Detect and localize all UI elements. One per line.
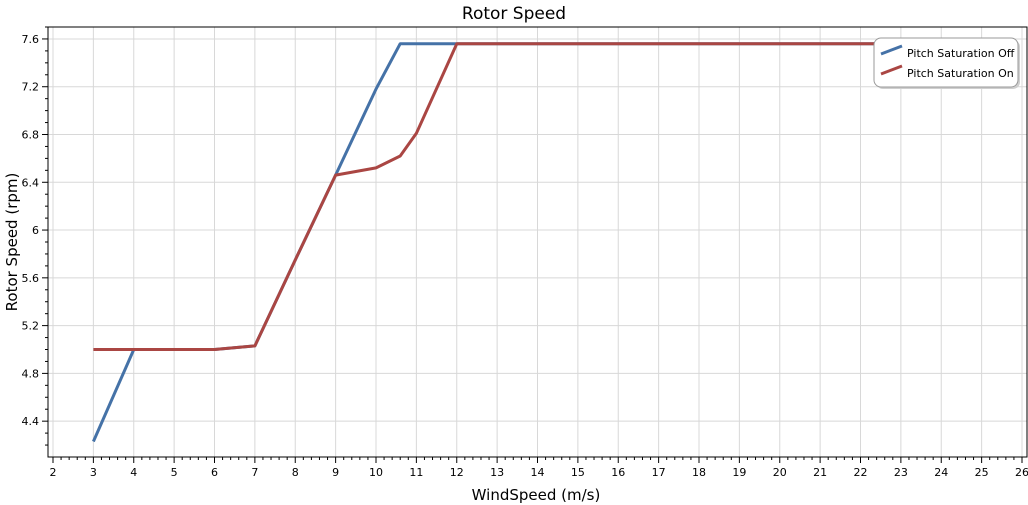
x-tick-label: 7 — [251, 466, 258, 479]
x-axis: 2 3 4 5 6 7 8 9 10 11 12 13 14 15 16 17 18 19 20 21 22 23 24 25… — [50, 457, 1028, 479]
legend-entry-label: Pitch Saturation On — [907, 67, 1014, 80]
x-tick-label: 15 — [571, 466, 585, 479]
y-tick-label: 7.6 — [22, 33, 40, 46]
series-line-pitch-saturation-on — [93, 42, 881, 351]
x-tick-label: 6 — [211, 466, 218, 479]
legend-swatch — [880, 64, 903, 76]
y-tick-label: 7.2 — [22, 81, 40, 94]
x-tick-label: 17 — [652, 466, 666, 479]
y-tick-label: 6 — [32, 224, 39, 237]
x-tick-label: 5 — [171, 466, 178, 479]
legend-box — [873, 37, 1019, 88]
legend[interactable]: Pitch Saturation Off Pitch Saturation On — [873, 37, 1020, 89]
series-line-pitch-saturation-off — [92, 42, 881, 443]
x-tick-label: 14 — [531, 466, 545, 479]
x-tick-label: 19 — [732, 466, 746, 479]
x-tick-label: 12 — [450, 466, 464, 479]
y-tick-label: 5.6 — [22, 272, 40, 285]
x-tick-label: 24 — [934, 466, 948, 479]
x-tick-label: 20 — [773, 466, 787, 479]
x-tick-label: 11 — [409, 466, 423, 479]
x-tick-label: 25 — [975, 466, 989, 479]
y-tick-label: 6.4 — [22, 176, 40, 189]
y-tick-label: 4.4 — [22, 415, 40, 428]
x-tick-label: 26 — [1015, 466, 1028, 479]
x-tick-label: 3 — [90, 466, 97, 479]
x-tick-label: 13 — [490, 466, 504, 479]
y-axis-label: Rotor Speed (rpm) — [3, 173, 21, 312]
legend-swatch — [880, 44, 903, 56]
x-tick-label: 21 — [813, 466, 827, 479]
y-tick-label: 4.8 — [22, 367, 40, 380]
series — [92, 42, 881, 443]
x-tick-label: 18 — [692, 466, 706, 479]
legend-entry-label: Pitch Saturation Off — [907, 47, 1015, 60]
y-axis: 4.4 4.8 5.2 5.6 6 6.4 6.8 7.2 7.6 — [22, 26, 48, 446]
x-tick-label: 22 — [854, 466, 868, 479]
x-tick-label: 4 — [130, 466, 137, 479]
x-tick-label: 23 — [894, 466, 908, 479]
x-tick-label: 8 — [292, 466, 299, 479]
x-tick-label: 16 — [611, 466, 625, 479]
y-tick-label: 6.8 — [22, 129, 40, 142]
y-tick-label: 5.2 — [22, 320, 40, 333]
x-tick-label: 2 — [50, 466, 57, 479]
x-axis-label: WindSpeed (m/s) — [472, 486, 601, 504]
x-tick-label: 9 — [332, 466, 339, 479]
chart-title: Rotor Speed — [462, 4, 566, 24]
grid — [48, 27, 1027, 457]
x-tick-label: 10 — [369, 466, 383, 479]
